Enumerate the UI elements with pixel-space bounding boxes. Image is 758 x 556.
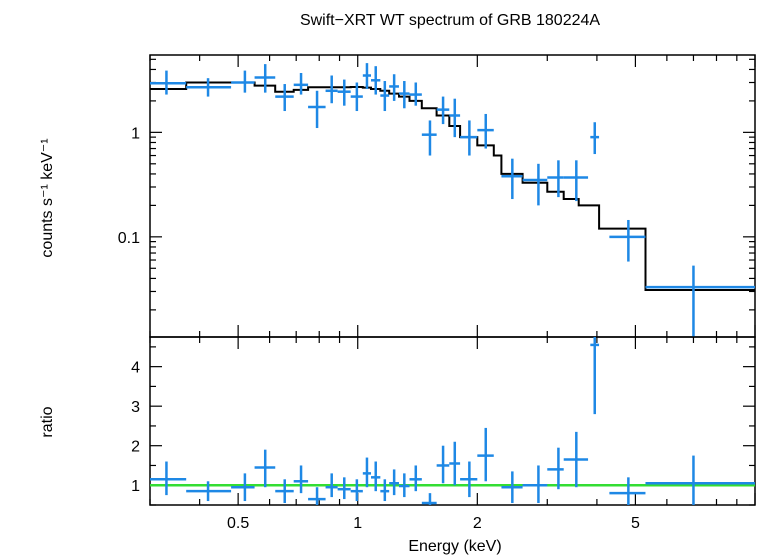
ratio-y-axis-label: ratio [39,406,56,437]
data-point [150,461,187,496]
data-point [449,98,461,138]
data-point [421,493,437,505]
ratio-frame [149,336,756,506]
spectrum-y-axis-label: counts s⁻¹ keV⁻¹ [39,138,56,257]
data-point [436,96,450,125]
data-point [501,158,523,200]
data-point [609,477,646,505]
data-point [645,265,755,337]
data-point [547,160,564,198]
data-point [522,163,548,206]
data-point [371,461,381,492]
data-point [293,465,309,494]
data-point [150,70,187,95]
data-point [231,70,255,93]
data-point [645,455,755,505]
spectrum-frame [149,54,756,338]
data-point [337,79,351,106]
data-point [325,75,338,104]
data-point [409,82,422,106]
data-point [389,74,399,101]
y-tick-label: 3 [131,399,140,416]
data-point [350,82,363,112]
data-point [350,479,363,502]
x-tick-label: 0.5 [227,515,249,532]
y-tick-label: 0.1 [118,230,140,247]
data-point [308,487,326,505]
data-point [477,427,494,482]
x-tick-label: 1 [353,515,362,532]
data-point [254,64,276,93]
y-tick-label: 2 [131,439,140,456]
data-point [398,81,410,109]
data-point [254,449,276,488]
data-point [522,465,548,504]
data-point [421,120,437,156]
data-point [547,447,564,490]
data-point [325,473,338,498]
y-tick-label: 4 [131,360,140,377]
data-point [186,481,232,502]
x-tick-label: 2 [473,515,482,532]
data-point [389,469,399,496]
model-step-line [150,81,755,291]
data-point [231,473,255,502]
data-point [275,479,294,504]
data-point [371,66,381,95]
data-point [460,461,478,498]
data-point [380,81,390,112]
data-point [337,477,351,500]
data-point [409,465,422,492]
data-point [590,122,600,155]
data-point [590,337,600,415]
data-point [436,445,450,484]
y-tick-label: 1 [131,125,140,142]
data-point [398,473,410,498]
spectrum-panel: 0.11 [118,54,756,338]
data-point [501,471,523,504]
data-point [308,90,326,129]
data-point [362,457,372,488]
data-point [563,431,589,488]
chart-title: Swift−XRT WT spectrum of GRB 180224A [300,12,600,29]
data-point [186,78,232,97]
data-point [460,120,478,156]
data-point [609,219,646,262]
data-point [449,441,461,486]
ratio-panel: 1 2 3 4 0.5 1 2 5 [131,336,756,532]
data-point [275,84,294,112]
y-tick-label: 1 [131,478,140,495]
data-point [477,113,494,149]
data-point [380,479,390,502]
data-point [563,160,589,202]
x-tick-label: 5 [631,515,640,532]
data-point [293,72,309,95]
data-point [362,63,372,89]
x-axis-label: Energy (keV) [408,538,501,555]
